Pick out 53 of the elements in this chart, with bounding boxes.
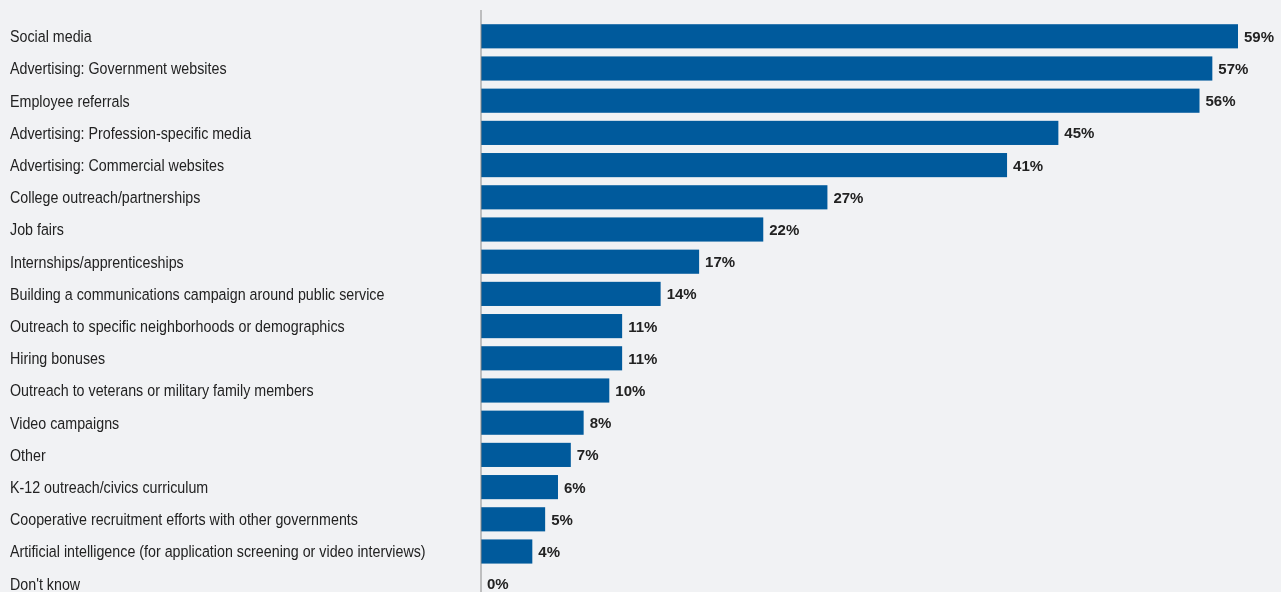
y-tick-label: Outreach to specific neighborhoods or demographics [10, 316, 345, 336]
bar [481, 410, 584, 435]
data-label: 11% [628, 317, 658, 335]
data-label: 27% [833, 188, 864, 206]
y-tick-label: Social media [10, 27, 92, 46]
data-label: 57% [1218, 60, 1249, 77]
y-tick-label: Employee referrals [10, 91, 130, 110]
bar [481, 281, 661, 306]
y-tick-label: Internships/apprenticeships [10, 252, 184, 271]
bar [481, 442, 571, 467]
bar [481, 249, 700, 274]
y-tick-label: Advertising: Profession-specific media [10, 123, 252, 143]
y-tick-label: Outreach to veterans or military family members [10, 381, 314, 400]
bar [481, 24, 1238, 49]
data-label: 6% [563, 478, 586, 496]
y-tick-label: Other [10, 445, 46, 465]
bar [481, 475, 558, 500]
data-label: 0% [487, 575, 509, 592]
data-label: 17% [705, 253, 736, 271]
y-tick-label: K-12 outreach/civics curriculum [10, 477, 209, 497]
y-tick-label: Artificial intelligence (for application screening or video interviews) [10, 542, 426, 561]
bar [481, 378, 610, 403]
bar [481, 153, 1008, 178]
data-label: 41% [1013, 156, 1044, 174]
bar [481, 346, 623, 371]
bar [481, 217, 764, 242]
y-tick-label: Cooperative recruitment efforts with other governments [10, 510, 359, 529]
data-label: 5% [551, 510, 573, 528]
bar [481, 185, 828, 210]
y-tick-label: Don't know [10, 574, 81, 592]
data-label: 10% [615, 382, 646, 399]
y-tick-label: Advertising: Commercial websites [10, 155, 225, 175]
data-label: 7% [576, 446, 599, 464]
data-label: 45% [1064, 124, 1095, 142]
data-label: 22% [769, 221, 800, 238]
y-tick-label: Video campaigns [10, 413, 120, 432]
bar [481, 507, 546, 532]
data-label: 11% [628, 349, 658, 367]
bar [481, 56, 1213, 81]
bar [481, 314, 623, 339]
data-label: 4% [538, 543, 561, 560]
data-label: 59% [1244, 27, 1275, 45]
data-label: 8% [589, 414, 612, 432]
y-tick-label: Job fairs [10, 220, 65, 239]
bar [481, 88, 1200, 113]
data-label: 14% [666, 285, 697, 303]
y-tick-label: Hiring bonuses [10, 349, 106, 368]
y-tick-label: Advertising: Government websites [10, 59, 227, 78]
y-tick-label: College outreach/partnerships [10, 188, 201, 207]
bar [481, 120, 1059, 145]
y-tick-label: Building a communications campaign around public service [10, 284, 385, 304]
bar [481, 539, 533, 564]
data-label: 56% [1205, 92, 1236, 110]
